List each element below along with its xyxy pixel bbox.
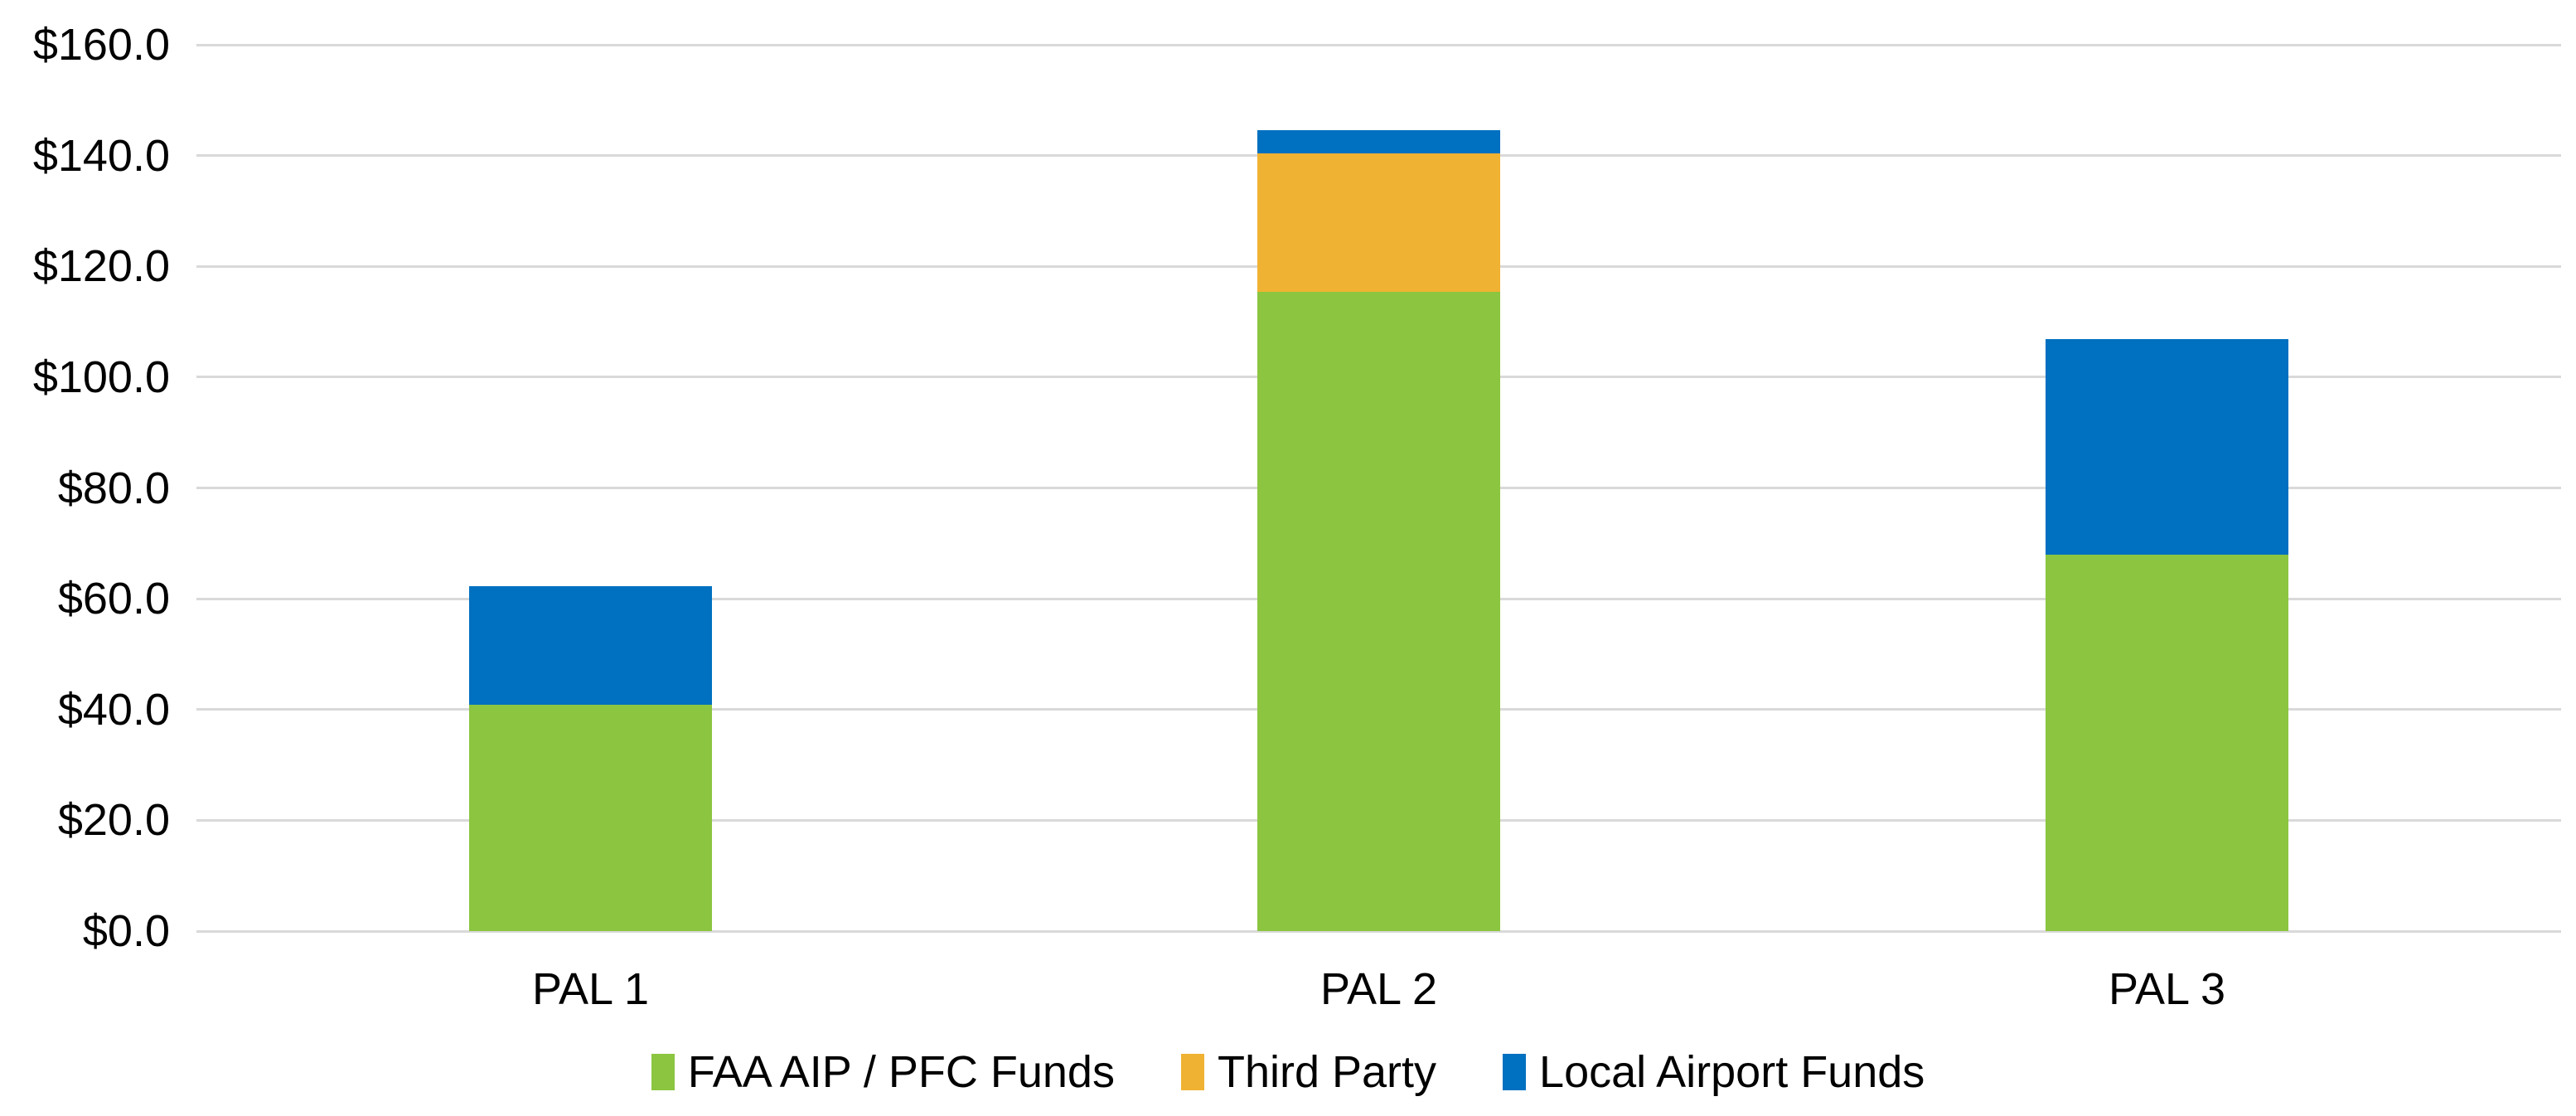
legend-swatch-local-airport-funds xyxy=(1503,1054,1527,1090)
legend-item-local-airport-funds: Local Airport Funds xyxy=(1503,1047,1925,1097)
y-axis-tick-label: $20.0 xyxy=(57,795,170,846)
y-axis-tick-label: $140.0 xyxy=(32,130,170,181)
bar-segment-pal-2-local-airport-funds xyxy=(1257,129,1500,153)
x-axis-tick-label: PAL 2 xyxy=(1319,964,1438,1014)
legend-label: Local Airport Funds xyxy=(1539,1047,1925,1097)
y-axis-tick-label: $120.0 xyxy=(32,241,170,292)
y-axis-tick-label: $40.0 xyxy=(57,684,170,735)
y-axis-tick-label: $160.0 xyxy=(32,20,170,70)
bar-segment-pal-3-faa-aip-pfc-funds xyxy=(2046,554,2288,931)
legend-label: FAA AIP / PFC Funds xyxy=(687,1047,1115,1097)
gridline-0 xyxy=(196,929,2561,933)
bar-segment-pal-1-local-airport-funds xyxy=(469,586,712,705)
bar-segment-pal-2-faa-aip-pfc-funds xyxy=(1257,291,1500,931)
y-axis-tick-label: $100.0 xyxy=(32,352,170,402)
bar-segment-pal-2-third-party xyxy=(1257,153,1500,292)
x-axis-tick-label: PAL 1 xyxy=(531,964,650,1014)
plot-area xyxy=(196,43,2561,933)
y-axis-tick-label: $60.0 xyxy=(57,574,170,624)
x-axis-tick-label: PAL 3 xyxy=(2108,964,2226,1014)
legend: FAA AIP / PFC Funds Third Party Local Airp… xyxy=(0,1043,2576,1101)
bar-segment-pal-3-local-airport-funds xyxy=(2046,339,2288,555)
legend-swatch-third-party xyxy=(1180,1054,1204,1090)
bar-segment-pal-1-faa-aip-pfc-funds xyxy=(469,704,712,931)
legend-swatch-faa-aip-pfc-funds xyxy=(651,1054,675,1090)
legend-item-faa-aip-pfc-funds: FAA AIP / PFC Funds xyxy=(651,1047,1115,1097)
legend-item-third-party: Third Party xyxy=(1180,1047,1437,1097)
gridline-160 xyxy=(196,43,2561,46)
y-axis-tick-label: $80.0 xyxy=(57,463,170,513)
y-axis-tick-label: $0.0 xyxy=(82,906,170,956)
legend-label: Third Party xyxy=(1217,1047,1437,1097)
